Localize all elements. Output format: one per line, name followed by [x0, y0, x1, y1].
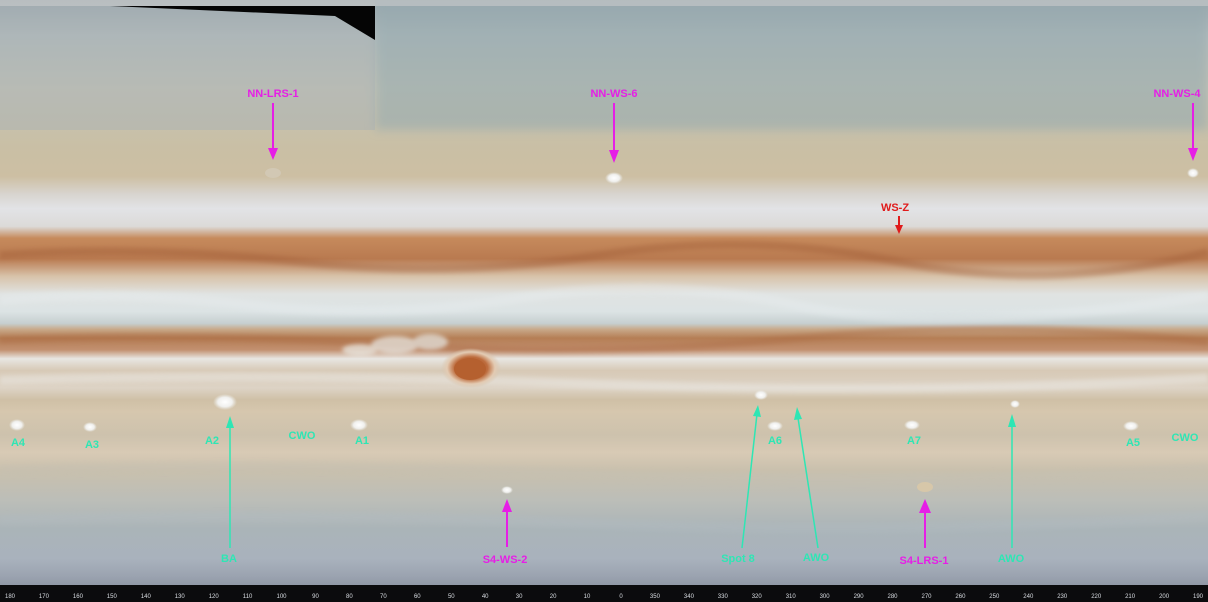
nn-lrs-1-arrowhead	[268, 148, 278, 160]
data-gap	[110, 6, 375, 40]
longitude-tick-label: 330	[718, 594, 729, 600]
longitude-tick-label: 160	[73, 594, 84, 600]
nn-lrs-1-label: NN-LRS-1	[247, 88, 298, 100]
longitude-tick-label: 190	[1193, 594, 1204, 600]
magenta-annotations: NN-LRS-1 NN-WS-6 NN-WS-4 S4-WS-2 S4-LRS-…	[247, 88, 1201, 567]
a3-label: A3	[85, 439, 99, 451]
longitude-tick-label: 210	[1125, 594, 1136, 600]
nn-ws-4-arrowhead	[1188, 148, 1198, 161]
great-red-spot-core	[454, 358, 486, 380]
longitude-tick-label: 260	[955, 594, 966, 600]
longitude-tick-label: 170	[39, 594, 50, 600]
longitude-tick-label: 80	[346, 594, 353, 600]
awo-1-annotation: AWO	[794, 407, 830, 564]
longitude-tick-label: 240	[1023, 594, 1034, 600]
longitude-tick-label: 10	[584, 594, 591, 600]
s4-lrs-1-label: S4-LRS-1	[900, 555, 949, 567]
s4-ws-2-arrowhead	[502, 499, 512, 512]
nn-ws-6-annotation: NN-WS-6	[590, 88, 638, 163]
ws-z-label: WS-Z	[881, 202, 909, 214]
s4-ws-2-annotation: S4-WS-2	[483, 499, 528, 566]
north-polar-left	[0, 0, 375, 130]
longitude-tick-label: 120	[209, 594, 220, 600]
longitude-tick-label: 40	[482, 594, 489, 600]
nn-ws-4-annotation: NN-WS-4	[1153, 88, 1201, 161]
longitude-tick-label: 250	[989, 594, 1000, 600]
longitude-tick-label: 300	[820, 594, 831, 600]
nn-ws-6-label: NN-WS-6	[590, 88, 637, 100]
longitude-ticks: 180 170 160 150 140 130 120 110 100 90 80 70 60 50 40 3…	[5, 594, 1204, 600]
nn-ws-6-arrowhead	[609, 150, 619, 163]
longitude-tick-label: 30	[516, 594, 523, 600]
longitude-tick-label: 0	[619, 594, 623, 600]
longitude-tick-label: 130	[175, 594, 186, 600]
cyan-annotations: A4 A3 A2 CWO A1 A6 A7 A5 CWO BA Spot 8 A…	[11, 405, 1199, 565]
s4-lrs-1-annotation: S4-LRS-1	[900, 499, 949, 567]
awo-1-arrowhead	[794, 407, 802, 420]
white-ovals	[9, 168, 1199, 494]
spot-8-arrowhead	[753, 405, 761, 417]
a6-label: A6	[768, 435, 782, 447]
s4-ws-2-label: S4-WS-2	[483, 554, 528, 566]
awo-1-arrow	[797, 417, 819, 549]
longitude-tick-label: 140	[141, 594, 152, 600]
a5-label: A5	[1126, 437, 1140, 449]
longitude-tick-label: 90	[312, 594, 319, 600]
cwo-right-label: CWO	[1172, 432, 1199, 444]
longitude-tick-label: 310	[786, 594, 797, 600]
longitude-tick-label: 270	[921, 594, 932, 600]
longitude-tick-label: 180	[5, 594, 16, 600]
ba-label: BA	[221, 553, 237, 565]
longitude-tick-label: 100	[276, 594, 287, 600]
ws-z-arrowhead	[895, 225, 903, 234]
spot-8-label: Spot 8	[721, 553, 755, 565]
longitude-strip	[0, 585, 1208, 602]
spot-8-arrow	[741, 413, 758, 549]
longitude-tick-label: 350	[650, 594, 661, 600]
ws-z-annotation: WS-Z	[881, 202, 909, 234]
longitude-tick-label: 320	[752, 594, 763, 600]
spot-8-annotation: Spot 8	[721, 405, 761, 565]
awo-2-arrowhead	[1008, 414, 1016, 427]
nn-ws-4-label: NN-WS-4	[1153, 88, 1201, 100]
longitude-tick-label: 230	[1057, 594, 1068, 600]
longitude-tick-label: 150	[107, 594, 118, 600]
longitude-tick-label: 340	[684, 594, 695, 600]
s4-lrs-1-arrowhead	[919, 499, 931, 513]
ba-arrowhead	[226, 416, 234, 428]
a7-label: A7	[907, 435, 921, 447]
nn-lrs-1-annotation: NN-LRS-1	[247, 88, 299, 160]
grs-wake	[342, 334, 448, 356]
longitude-tick-label: 220	[1091, 594, 1102, 600]
longitude-tick-label: 20	[550, 594, 557, 600]
longitude-tick-label: 70	[380, 594, 387, 600]
a4-label: A4	[11, 437, 26, 449]
a1-label: A1	[355, 435, 369, 447]
longitude-tick-label: 200	[1159, 594, 1170, 600]
polar-edge	[0, 0, 1208, 6]
awo-2-label: AWO	[998, 553, 1025, 565]
longitude-tick-label: 60	[414, 594, 421, 600]
longitude-tick-label: 50	[448, 594, 455, 600]
longitude-tick-label: 110	[243, 594, 253, 600]
longitude-tick-label: 290	[854, 594, 865, 600]
ba-annotation: BA	[221, 416, 237, 565]
awo-1-label: AWO	[803, 552, 830, 564]
cwo-left-label: CWO	[289, 430, 316, 442]
a2-label: A2	[205, 435, 219, 447]
north-polar-region	[375, 0, 1208, 130]
longitude-tick-label: 280	[887, 594, 898, 600]
awo-2-annotation: AWO	[998, 414, 1025, 565]
